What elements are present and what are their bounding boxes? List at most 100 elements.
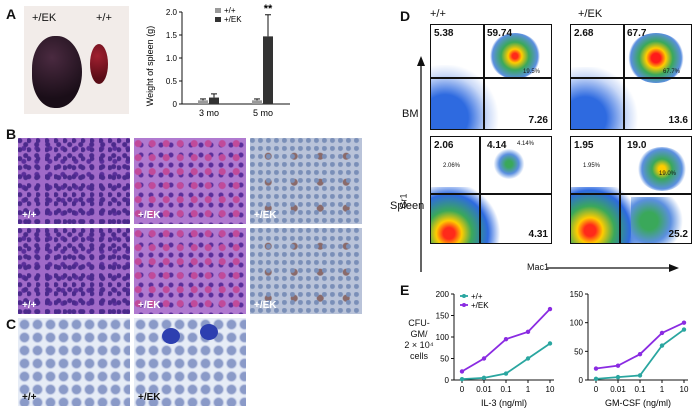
series-point	[547, 306, 553, 312]
tile-label: +/+	[22, 300, 37, 311]
series-point	[593, 366, 599, 371]
enlarged-spleen	[32, 36, 82, 108]
line-legend-label: +/EK	[471, 301, 489, 310]
legend-swatch-wt	[215, 8, 221, 13]
line-ytick-label: 150	[436, 312, 450, 321]
line-ytick-label: 100	[570, 319, 584, 328]
line-ytick-label: 0	[579, 376, 584, 385]
series-point	[637, 352, 643, 357]
line-xtick-label: 10	[546, 385, 555, 394]
quadrant-value: 7.26	[528, 115, 548, 126]
histology-tile-2: +/EK	[134, 138, 246, 224]
series-point	[481, 375, 487, 381]
line-xtick-label: 0.01	[610, 385, 626, 394]
smear-label: +/+	[22, 392, 37, 403]
series-point	[659, 343, 665, 348]
cfu-ylabel: CFU-GM/ 2 × 10⁴ cells	[400, 318, 438, 362]
panel-label-e: E	[400, 282, 410, 298]
bar-mark	[209, 97, 219, 104]
line-ytick-label: 50	[574, 347, 583, 356]
line-xtick-label: 0.1	[500, 385, 512, 394]
panel-label-c: C	[6, 316, 17, 332]
line-ytick-label: 200	[436, 290, 450, 299]
line-xtick-label: 0	[594, 385, 599, 394]
cfu-chart-gmcsf: 0 50 100 150 0 0.01 0.1 1 10 GM-CSF (ng/ml)	[570, 290, 689, 408]
bar-mark	[263, 36, 273, 104]
line-xlabel: GM-CSF (ng/ml)	[605, 398, 671, 408]
series-point	[593, 376, 599, 382]
line-xtick-label: 0	[460, 385, 465, 394]
smear-label: +/EK	[138, 392, 161, 403]
legend-swatch-ek	[215, 17, 221, 22]
blast-cell	[162, 328, 180, 344]
flow-plot-spleen-wt: 2.06 4.14 4.31 2.06% 4.14%	[430, 136, 552, 244]
legend-label-ek: +/EK	[224, 15, 242, 24]
line-legend-swatch-dot	[462, 303, 466, 307]
flow-yaxis-label: Gr1	[398, 193, 409, 209]
blood-smear-ek: +/EK	[134, 318, 246, 406]
quadrant-value: 59.74	[487, 28, 513, 39]
blast-cell	[200, 324, 218, 340]
tile-label: +/EK	[254, 210, 277, 221]
gate-value: 1.95%	[583, 163, 601, 169]
bar-mark	[198, 100, 208, 104]
gate-value: 67.7%	[663, 69, 681, 75]
flow-xaxis-label: Mac1	[527, 262, 550, 272]
cfu-ylabel-line1: CFU-GM/	[408, 318, 430, 339]
line-legend-swatch-dot	[462, 294, 466, 298]
line-legend-label: +/+	[471, 292, 483, 301]
series-point	[659, 330, 665, 336]
series-line	[595, 321, 685, 370]
quadrant-value: 1.95	[574, 140, 594, 151]
panel-label-d: D	[400, 8, 411, 24]
bar-ytick-label: 1.0	[166, 54, 178, 63]
bar-ytick-label: 2.0	[166, 8, 178, 17]
series-point	[637, 373, 643, 378]
line-ytick-label: 100	[436, 333, 450, 342]
panel-label-b: B	[6, 126, 17, 142]
flow-row-label-bm: BM	[402, 108, 419, 120]
quadrant-value: 2.68	[574, 28, 594, 39]
series-point	[681, 327, 687, 332]
bar-ytick-label: 0.5	[166, 77, 178, 86]
normal-spleen	[90, 44, 108, 84]
quadrant-value: 4.14	[487, 140, 507, 151]
line-xtick-label: 10	[680, 385, 689, 394]
histology-tile-1: +/+	[18, 138, 130, 224]
tile-label: +/EK	[138, 300, 161, 311]
histology-tile-5: +/EK	[134, 228, 246, 314]
panel-label-a: A	[6, 6, 17, 22]
gate-value: 19.0%	[659, 171, 677, 177]
flow-plot-bm-ek: 2.68 67.7 13.6 67.7%	[570, 24, 692, 130]
series-point	[459, 376, 465, 382]
series-point	[547, 341, 553, 346]
series-point	[681, 320, 687, 325]
series-point	[615, 374, 621, 380]
cfu-chart-il3: 0 50 100 150 200 0 0.01 0.1 1 10 IL-3 (ng/ml) +/++/…	[436, 290, 555, 408]
line-ytick-label: 150	[570, 290, 584, 299]
series-point	[615, 363, 621, 368]
flow-plot-spleen-ek: 1.95 19.0 25.2 1.95% 19.0%	[570, 136, 692, 244]
bar-mark	[252, 100, 262, 104]
bar-ytick-label: 1.5	[166, 31, 178, 40]
photo-label-wt: +/+	[96, 12, 112, 24]
quadrant-value: 25.2	[668, 229, 688, 240]
line-ytick-label: 50	[440, 355, 449, 364]
quadrant-value: 4.31	[528, 229, 548, 240]
histology-tile-6: +/EK	[250, 228, 362, 314]
series-point	[459, 369, 465, 374]
series-point	[525, 356, 531, 361]
line-xlabel: IL-3 (ng/ml)	[481, 398, 527, 408]
series-point	[503, 371, 509, 376]
quadrant-value: 67.7	[627, 28, 647, 39]
quadrant-value: 2.06	[434, 140, 454, 151]
line-xtick-label: 1	[660, 385, 665, 394]
bar-ylabel: Weight of spleen (g)	[145, 26, 155, 106]
legend-label-wt: +/+	[224, 6, 236, 15]
cfu-ylabel-line2: 2 × 10⁴ cells	[404, 340, 434, 361]
quadrant-value: 13.6	[668, 115, 688, 126]
histology-tile-3: +/EK	[250, 138, 362, 224]
quadrant-value: 19.0	[627, 140, 647, 151]
bar-category-label: 5 mo	[253, 108, 273, 118]
line-xtick-label: 0.01	[476, 385, 492, 394]
